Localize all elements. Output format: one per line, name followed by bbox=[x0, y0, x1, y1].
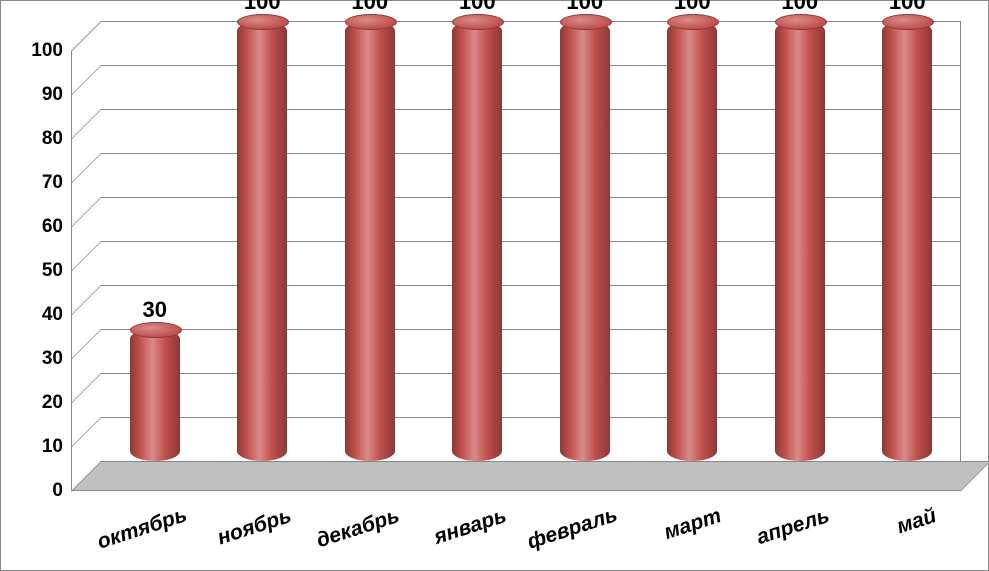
plot-area: 0102030405060708090100 30100100100100100… bbox=[71, 21, 961, 491]
x-tick-label: ноябрь bbox=[202, 504, 295, 555]
bar-value-label: 30 bbox=[143, 297, 167, 323]
bar: 100 bbox=[452, 21, 502, 461]
bar-value-label: 100 bbox=[244, 0, 281, 15]
y-tick-label: 50 bbox=[42, 260, 63, 282]
bar: 30 bbox=[130, 329, 180, 461]
bar: 100 bbox=[775, 21, 825, 461]
bar-value-label: 100 bbox=[781, 0, 818, 15]
bar-value-label: 100 bbox=[566, 0, 603, 15]
y-tick-label: 70 bbox=[42, 172, 63, 194]
y-tick-label: 60 bbox=[42, 216, 63, 238]
bar: 100 bbox=[237, 21, 287, 461]
y-tick-label: 0 bbox=[52, 480, 63, 502]
y-tick-label: 10 bbox=[42, 436, 63, 458]
bar: 100 bbox=[667, 21, 717, 461]
floor-3d bbox=[71, 461, 989, 491]
y-tick-label: 40 bbox=[42, 304, 63, 326]
bar-value-label: 100 bbox=[351, 0, 388, 15]
x-tick-label: февраль bbox=[524, 504, 617, 555]
y-tick-label: 100 bbox=[31, 40, 63, 62]
bar: 100 bbox=[560, 21, 610, 461]
bars-group: 30 100 100 100 100 100 100 100 bbox=[101, 21, 961, 461]
bar-value-label: 100 bbox=[889, 0, 926, 15]
y-tick-label: 90 bbox=[42, 84, 63, 106]
x-tick-label: май bbox=[847, 504, 940, 555]
bar: 100 bbox=[345, 21, 395, 461]
y-tick-label: 20 bbox=[42, 392, 63, 414]
x-axis-labels: октябрь ноябрь декабрь январь февраль мартапр… bbox=[71, 496, 961, 556]
y-tick-label: 80 bbox=[42, 128, 63, 150]
bar: 100 bbox=[882, 21, 932, 461]
chart-container: 0 10 20 30 40 50 60 70 80 90 100 30 100 100 100 100 100… bbox=[0, 0, 989, 571]
x-tick-label: январь bbox=[417, 504, 510, 555]
x-tick-label: март bbox=[632, 504, 725, 555]
x-tick-label: декабрь bbox=[309, 504, 402, 555]
x-tick-label: апрель bbox=[739, 504, 832, 555]
y-tick-label: 30 bbox=[42, 348, 63, 370]
bar-value-label: 100 bbox=[459, 0, 496, 15]
bar-value-label: 100 bbox=[674, 0, 711, 15]
x-tick-label: октябрь bbox=[94, 504, 187, 555]
